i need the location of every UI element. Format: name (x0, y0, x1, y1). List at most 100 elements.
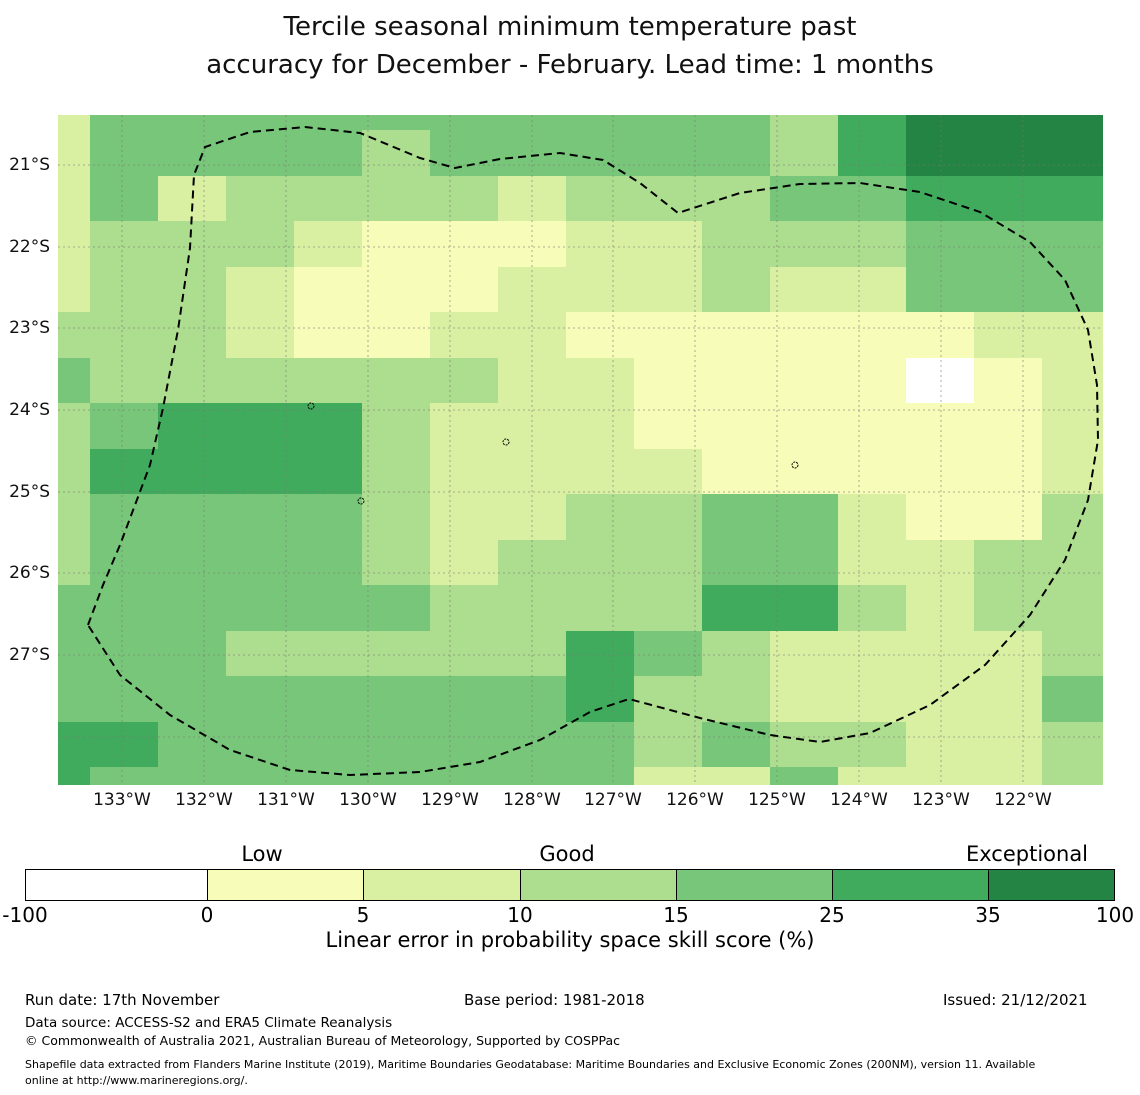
map-cell (430, 312, 498, 358)
map-cell (566, 115, 634, 130)
map-cell (90, 115, 158, 130)
map-cell (498, 676, 566, 722)
map-cell (634, 312, 702, 358)
chart-title-line1: Tercile seasonal minimum temperature pas… (283, 12, 857, 42)
map-cell (90, 494, 158, 540)
colorbar-segment (676, 869, 832, 901)
map-cell (1042, 115, 1103, 130)
base-period-text: Base period: 1981-2018 (464, 991, 645, 1009)
map-cell (58, 312, 90, 358)
map-cell (770, 221, 838, 267)
map-cell (226, 403, 294, 449)
colorbar-segment (25, 869, 207, 901)
map-cell (90, 130, 158, 176)
map-cell (770, 721, 838, 767)
map-cell (1042, 585, 1103, 631)
map-cell (702, 539, 770, 585)
map-cell (58, 630, 90, 676)
data-source-text: Data source: ACCESS-S2 and ERA5 Climate … (25, 1015, 393, 1031)
map-cell (294, 130, 362, 176)
map-cell (974, 539, 1042, 585)
map-cell (158, 494, 226, 540)
map-cell (90, 403, 158, 449)
map-cell (362, 357, 430, 403)
x-tick-label: 129°W (421, 790, 479, 810)
island-outline (357, 497, 365, 505)
map-cell (226, 357, 294, 403)
map-cell (430, 115, 498, 130)
map-cell (634, 115, 702, 130)
map-cell (498, 115, 566, 130)
map-cell (770, 448, 838, 494)
map-cell (362, 266, 430, 312)
map-cell (566, 357, 634, 403)
colorbar-tick-label: 15 (663, 903, 689, 927)
colorbar-segment (363, 869, 520, 901)
map-cell (58, 115, 90, 130)
map-cell (158, 115, 226, 130)
map-cell (430, 130, 498, 176)
colorbar-tick-label: 10 (507, 903, 533, 927)
x-tick-label: 125°W (748, 790, 806, 810)
map-cell (226, 676, 294, 722)
map-cell (770, 494, 838, 540)
map-cell (90, 175, 158, 221)
map-cell (566, 539, 634, 585)
map-cell (702, 221, 770, 267)
map-cell (90, 539, 158, 585)
map-cell (362, 175, 430, 221)
chart-title-line2: accuracy for December - February. Lead t… (206, 50, 934, 80)
map-cell (770, 676, 838, 722)
map-cell (498, 221, 566, 267)
map-cell (58, 721, 90, 767)
map-cell (294, 448, 362, 494)
map-cell (226, 767, 294, 785)
map-cell (702, 494, 770, 540)
copyright-text: © Commonwealth of Australia 2021, Austra… (25, 1033, 620, 1048)
map-cell (498, 721, 566, 767)
map-cell (430, 494, 498, 540)
map-cell (974, 767, 1042, 785)
map-cell (1042, 221, 1103, 267)
map-cell (90, 676, 158, 722)
map-cell (498, 266, 566, 312)
map-cell (58, 403, 90, 449)
map-cell (634, 130, 702, 176)
map-cell (226, 448, 294, 494)
colorbar-segment (520, 869, 676, 901)
map-cell (974, 312, 1042, 358)
map-cell (838, 357, 906, 403)
colorbar-segment (988, 869, 1115, 901)
island-outline (307, 402, 315, 410)
map-cell (498, 630, 566, 676)
map-cell (974, 266, 1042, 312)
map-cell (430, 721, 498, 767)
map-cell (90, 585, 158, 631)
map-cell (430, 585, 498, 631)
colorbar-tick-label: 25 (819, 903, 845, 927)
map-cell (634, 403, 702, 449)
map-cell (1042, 403, 1103, 449)
map-cell (634, 357, 702, 403)
map-cell (906, 630, 974, 676)
map-cell (906, 448, 974, 494)
map-cell (974, 403, 1042, 449)
map-cell (158, 221, 226, 267)
map-cell (566, 767, 634, 785)
map-cell (430, 539, 498, 585)
map-cell (974, 175, 1042, 221)
map-cell (906, 767, 974, 785)
heatmap-plot-area (58, 115, 1103, 785)
colorbar-category-label: Good (539, 842, 595, 866)
map-cell (58, 221, 90, 267)
colorbar-tick-label: 5 (356, 903, 370, 927)
map-cell (838, 767, 906, 785)
x-tick-label: 130°W (339, 790, 397, 810)
map-cell (906, 721, 974, 767)
map-cell (58, 448, 90, 494)
map-cell (906, 357, 974, 403)
map-cell (770, 403, 838, 449)
map-cell (498, 539, 566, 585)
map-cell (906, 539, 974, 585)
